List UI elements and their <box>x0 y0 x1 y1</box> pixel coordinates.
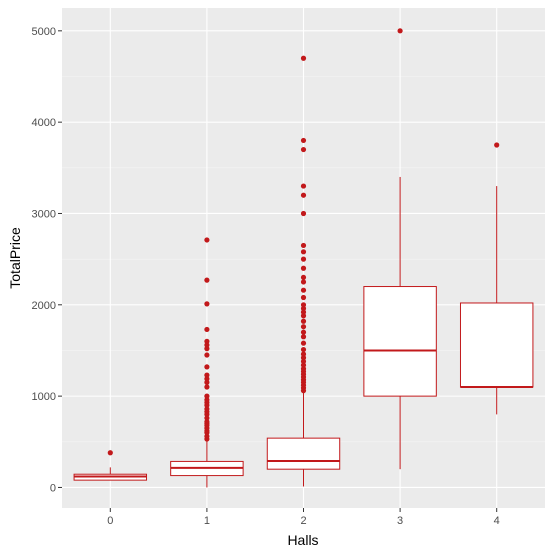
outlier-point <box>204 415 210 421</box>
outlier-point <box>300 318 307 324</box>
box-2 <box>266 391 341 487</box>
outlier-point <box>300 366 307 372</box>
outlier-point <box>204 384 210 390</box>
outlier-point <box>300 256 307 262</box>
outlier-point <box>107 450 113 456</box>
outlier-point <box>204 338 210 344</box>
box-body <box>266 437 341 470</box>
outlier-point <box>300 279 307 285</box>
outlier-point <box>204 352 210 358</box>
x-axis-title: Halls <box>287 532 318 548</box>
outlier-point <box>300 274 307 281</box>
outlier-point <box>300 294 307 301</box>
outlier-point <box>204 237 210 243</box>
outlier-point <box>204 376 210 382</box>
outlier-point <box>204 419 210 425</box>
outlier-point <box>300 302 307 308</box>
outlier-point <box>300 313 307 319</box>
x-tick-label: 4 <box>494 515 500 527</box>
outlier-point <box>300 183 307 189</box>
outlier-point <box>300 146 307 153</box>
outlier-point <box>300 192 307 198</box>
y-tick-label: 3000 <box>32 208 56 220</box>
x-tick-label: 2 <box>300 515 306 527</box>
outlier-point <box>204 364 210 370</box>
y-axis-title: TotalPrice <box>7 227 23 289</box>
outlier-point <box>204 433 210 439</box>
outlier-point <box>300 210 307 217</box>
outlier-point <box>300 351 307 357</box>
outlier-point <box>204 379 210 386</box>
outlier-point <box>300 137 307 144</box>
outlier-point <box>204 406 210 412</box>
outlier-point <box>494 142 500 148</box>
outlier-point <box>300 340 307 346</box>
outlier-point <box>300 249 307 255</box>
y-tick-label: 4000 <box>32 117 56 129</box>
outlier-point <box>397 28 403 34</box>
outlier-point <box>300 309 307 315</box>
outlier-point <box>300 242 307 249</box>
box-1 <box>170 439 244 488</box>
outlier-point <box>300 355 307 361</box>
outlier-point <box>300 329 307 335</box>
x-tick-label: 3 <box>397 515 403 527</box>
outliers-layer <box>107 28 500 456</box>
outlier-point <box>204 397 210 403</box>
box-4 <box>459 186 534 415</box>
outlier-point <box>204 393 210 399</box>
x-tick-label: 0 <box>107 515 113 527</box>
outlier-point <box>204 326 210 333</box>
y-axis: 0 1000 2000 3000 4000 5000 <box>32 26 62 494</box>
x-axis: 0 1 2 3 4 <box>107 508 500 527</box>
outlier-point <box>300 358 307 365</box>
outlier-point <box>204 372 210 378</box>
y-tick-label: 2000 <box>32 300 56 312</box>
y-tick-label: 1000 <box>32 391 56 403</box>
outlier-point <box>300 55 307 61</box>
outlier-point <box>204 346 210 352</box>
outlier-point <box>204 277 210 283</box>
y-tick-label: 0 <box>50 482 56 494</box>
outlier-point <box>204 342 210 348</box>
box-3 <box>363 176 437 470</box>
box-body <box>459 302 534 388</box>
outlier-point <box>300 334 307 340</box>
box-body <box>363 286 437 397</box>
outlier-point <box>300 287 307 293</box>
outlier-point <box>300 265 307 271</box>
x-tick-label: 1 <box>204 515 210 527</box>
outlier-point <box>204 301 210 307</box>
box-0 <box>73 467 148 481</box>
outlier-point <box>300 346 307 353</box>
y-tick-label: 5000 <box>32 26 56 38</box>
outlier-point <box>300 305 307 312</box>
outlier-point <box>300 362 307 368</box>
boxes-layer <box>73 176 534 488</box>
outlier-point <box>300 324 307 330</box>
